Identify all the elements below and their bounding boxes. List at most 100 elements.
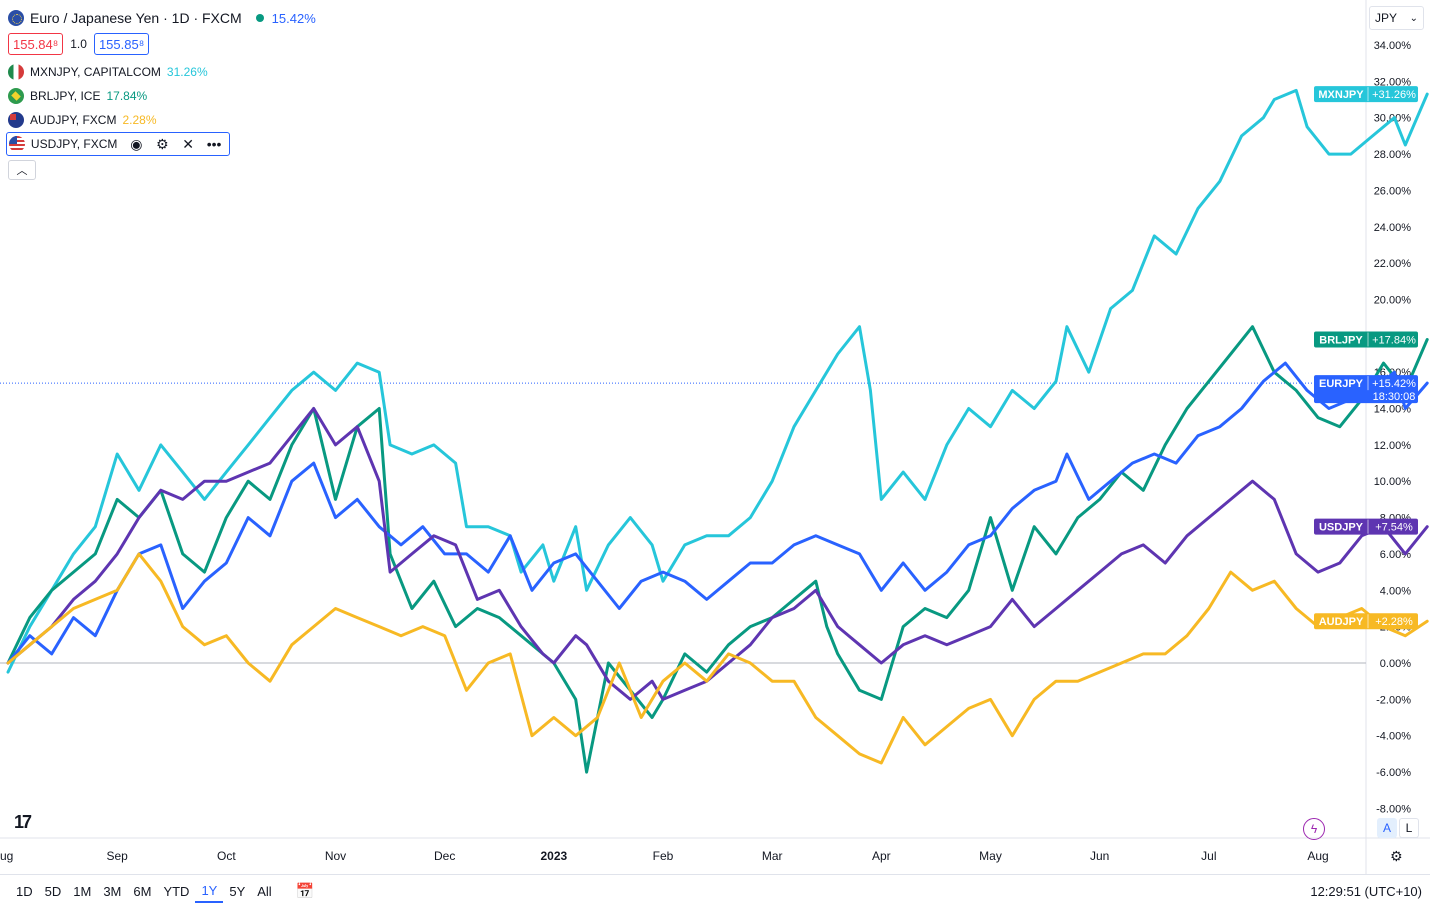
- series-name-label: MXNJPY: [1318, 89, 1364, 101]
- bottom-toolbar: 1D 5D 1M 3M 6M YTD 1Y 5Y All 📅 12:29:51 (UTC+10): [0, 874, 1430, 907]
- y-tick-label: 24.00%: [1374, 222, 1412, 234]
- price-row: 155.84⁸ 1.0 155.85⁸: [8, 32, 316, 56]
- chevron-down-icon: ⌄: [1409, 12, 1418, 24]
- countdown-label: 18:30:08: [1373, 391, 1416, 403]
- series-end-label-audjpy: [1314, 613, 1418, 630]
- legend-change: 2.28%: [122, 113, 157, 127]
- x-tick-label: Sep: [106, 849, 128, 863]
- x-tick-label: Jul: [1201, 849, 1216, 863]
- legend-change: 31.26%: [166, 65, 208, 79]
- x-tick-label: Jun: [1090, 849, 1109, 863]
- clock[interactable]: 12:29:51 (UTC+10): [1310, 883, 1422, 899]
- series-end-label-brljpy: [1314, 331, 1418, 348]
- chevron-up-icon: ︿: [16, 165, 28, 177]
- series-name-label: USDJPY: [1319, 522, 1364, 534]
- range-button-all[interactable]: All: [257, 883, 272, 899]
- y-tick-label: 34.00%: [1374, 40, 1412, 52]
- range-button-5d[interactable]: 5D: [44, 883, 62, 899]
- main-symbol-row[interactable]: Euro / Japanese Yen · 1D · FXCM 15.42%: [8, 6, 316, 30]
- series-name-label: EURJPY: [1319, 378, 1364, 390]
- series-line-audjpy[interactable]: [6, 552, 1429, 765]
- us-flag-icon: [9, 136, 25, 152]
- collapse-legend-button[interactable]: ︿: [8, 160, 36, 180]
- main-symbol-change: 15.42%: [271, 10, 316, 26]
- y-tick-label: -2.00%: [1376, 694, 1411, 706]
- series-value-label: +17.84%: [1372, 334, 1416, 346]
- legend-item-usdjpy[interactable]: USDJPY, FXCM ◉ ⚙ ✕ •••: [6, 132, 230, 156]
- gear-icon[interactable]: ⚙: [155, 135, 169, 152]
- tradingview-logo[interactable]: 17: [14, 812, 32, 832]
- x-tick-label: Apr: [872, 849, 891, 863]
- main-symbol-title[interactable]: Euro / Japanese Yen · 1D · FXCM: [30, 10, 242, 26]
- x-tick-label: Mar: [762, 849, 783, 863]
- y-tick-label: 28.00%: [1374, 149, 1412, 161]
- series-line-mxnjpy[interactable]: [6, 88, 1429, 674]
- settings-gear-icon[interactable]: ⚙: [1390, 848, 1403, 864]
- series-value-label: +31.26%: [1372, 89, 1416, 101]
- legend-change: 17.84%: [106, 89, 148, 103]
- x-tick-label: 2023: [540, 849, 567, 863]
- range-button-1d[interactable]: 1D: [16, 883, 33, 899]
- series-end-label-eurjpy: [1314, 375, 1418, 404]
- legend-symbol: MXNJPY, CAPITALCOM: [30, 65, 161, 79]
- y-tick-label: 4.00%: [1380, 585, 1411, 597]
- y-tick-label: 12.00%: [1374, 440, 1412, 452]
- y-tick-label: 10.00%: [1374, 476, 1412, 488]
- eu-flag-icon: [8, 10, 24, 26]
- series-end-label-usdjpy: [1314, 518, 1418, 535]
- range-button-5y[interactable]: 5Y: [229, 883, 246, 899]
- range-button-6m[interactable]: 6M: [133, 883, 152, 899]
- range-button-1y[interactable]: 1Y: [195, 879, 224, 903]
- series-line-eurjpy[interactable]: [6, 361, 1429, 665]
- au-flag-icon: [8, 112, 24, 128]
- legend-item-brljpy[interactable]: BRLJPY, ICE 17.84%: [8, 84, 316, 108]
- eye-icon[interactable]: ◉: [130, 135, 143, 152]
- currency-label: JPY: [1375, 11, 1398, 25]
- series-value-label: +7.54%: [1375, 522, 1413, 534]
- y-tick-label: -6.00%: [1376, 767, 1411, 779]
- more-icon[interactable]: •••: [206, 136, 222, 152]
- legend-item-audjpy[interactable]: AUDJPY, FXCM 2.28%: [8, 108, 316, 132]
- x-tick-label: Nov: [325, 849, 346, 863]
- range-button-ytd[interactable]: YTD: [163, 883, 190, 899]
- x-tick-label: Feb: [653, 849, 674, 863]
- y-tick-label: 14.00%: [1374, 404, 1412, 416]
- legend-item-mxnjpy[interactable]: MXNJPY, CAPITALCOM 31.26%: [8, 60, 316, 84]
- series-name-label: AUDJPY: [1319, 616, 1364, 628]
- auto-scale-button[interactable]: A: [1377, 818, 1397, 838]
- series-value-label: +2.28%: [1375, 616, 1413, 628]
- x-tick-label: Oct: [217, 849, 236, 863]
- close-icon[interactable]: ✕: [182, 135, 195, 152]
- series-line-brljpy[interactable]: [6, 325, 1429, 774]
- y-tick-label: 26.00%: [1374, 185, 1412, 197]
- x-tick-label: May: [979, 849, 1002, 863]
- y-tick-label: 22.00%: [1374, 258, 1412, 270]
- x-tick-label: Aug: [1307, 849, 1328, 863]
- legend-symbol: USDJPY, FXCM: [30, 137, 118, 151]
- range-button-1m[interactable]: 1M: [73, 883, 92, 899]
- bolt-icon[interactable]: ϟ: [1303, 818, 1325, 840]
- time-range-group: 1D 5D 1M 3M 6M YTD 1Y 5Y All: [10, 879, 278, 903]
- x-tick-label: ug: [0, 849, 13, 863]
- y-tick-label: 0.00%: [1380, 658, 1411, 670]
- market-open-icon: [255, 14, 264, 22]
- y-tick-label: 32.00%: [1374, 76, 1412, 88]
- bid-price-button[interactable]: 155.84⁸: [8, 33, 64, 55]
- ask-price-button[interactable]: 155.85⁸: [93, 33, 150, 55]
- spread-value: 1.0: [70, 37, 87, 51]
- calendar-icon[interactable]: 📅: [295, 883, 315, 900]
- br-flag-icon: [8, 88, 24, 104]
- legend: Euro / Japanese Yen · 1D · FXCM 15.42% 1…: [6, 6, 316, 180]
- legend-symbol: BRLJPY, ICE: [30, 89, 101, 103]
- legend-symbol: AUDJPY, FXCM: [30, 113, 117, 127]
- currency-select[interactable]: JPY ⌄: [1369, 6, 1424, 30]
- range-button-3m[interactable]: 3M: [103, 883, 122, 899]
- series-end-label-mxnjpy: [1314, 86, 1418, 103]
- mx-flag-icon: [8, 64, 24, 80]
- log-scale-button[interactable]: L: [1399, 818, 1419, 838]
- y-tick-label: -8.00%: [1376, 803, 1411, 815]
- series-name-label: BRLJPY: [1319, 334, 1363, 346]
- series-line-usdjpy[interactable]: [6, 407, 1429, 701]
- series-value-label: +15.42%: [1372, 378, 1416, 390]
